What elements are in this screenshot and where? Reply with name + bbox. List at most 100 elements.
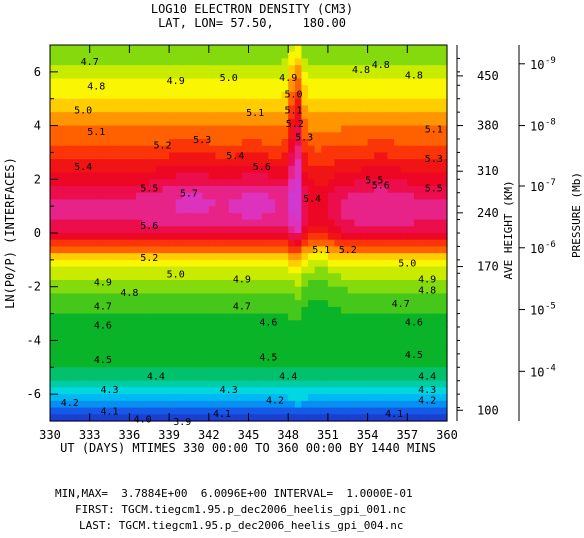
contour-cell — [208, 407, 217, 415]
contour-cell — [347, 313, 355, 321]
contour-cell — [327, 78, 336, 86]
contour-cell — [102, 132, 111, 140]
contour-cell — [380, 280, 389, 288]
contour-cell — [136, 327, 144, 335]
contour-cell — [228, 206, 236, 214]
height-axis-label: AVE HEIGHT (KM) — [502, 180, 515, 279]
contour-cell — [420, 286, 428, 295]
contour-cell — [341, 192, 349, 201]
contour-cell — [155, 58, 164, 66]
contour-cell — [109, 51, 117, 60]
contour-cell — [281, 105, 289, 113]
contour-cell — [360, 98, 369, 107]
contour-cell — [175, 45, 183, 53]
contour-cell — [202, 327, 210, 335]
contour-cell — [215, 280, 223, 288]
contour-cell — [50, 206, 58, 214]
contour-cell — [288, 112, 296, 120]
contour-cell — [83, 172, 91, 180]
contour-cell — [354, 159, 362, 167]
contour-cell — [347, 152, 355, 160]
contour-cell — [347, 320, 355, 328]
contour-cell — [308, 367, 316, 375]
contour-cell — [427, 85, 435, 93]
contour-cell — [109, 367, 117, 375]
contour-cell — [188, 112, 197, 120]
contour-cell — [261, 78, 269, 86]
contour-cell — [142, 152, 150, 160]
contour-cell — [413, 98, 422, 107]
contour-cell — [433, 165, 441, 174]
contour-cell — [50, 165, 58, 174]
contour-cell — [288, 387, 296, 395]
contour-cell — [314, 78, 322, 86]
contour-cell — [374, 159, 382, 167]
contour-cell — [142, 320, 150, 328]
contour-cell — [188, 98, 197, 107]
contour-cell — [175, 387, 183, 395]
contour-cell — [169, 85, 177, 93]
contour-cell — [149, 414, 157, 422]
contour-cell — [76, 259, 84, 268]
contour-cell — [241, 374, 250, 382]
contour-cell — [268, 380, 276, 389]
contour-cell — [56, 199, 64, 207]
contour-cell — [413, 165, 422, 174]
contour-cell — [420, 394, 428, 402]
x-tick-label: 354 — [357, 428, 379, 442]
contour-cell — [261, 340, 269, 348]
contour-cell — [374, 280, 382, 288]
contour-cell — [360, 400, 369, 409]
contour-cell — [109, 78, 117, 86]
contour-cell — [235, 85, 243, 93]
contour-cell — [122, 118, 130, 127]
contour-cell — [83, 387, 91, 395]
contour-cell — [274, 199, 283, 207]
contour-cell — [162, 98, 170, 107]
contour-cell — [96, 58, 104, 66]
contour-cell — [394, 112, 402, 120]
contour-cell — [195, 233, 203, 241]
contour-cell — [327, 206, 336, 214]
contour-cell — [261, 58, 269, 66]
contour-cell — [122, 219, 130, 227]
contour-cell — [354, 172, 362, 180]
contour-cell — [248, 45, 256, 53]
contour-cell — [341, 320, 349, 328]
contour-cell — [261, 65, 269, 73]
contour-cell — [102, 139, 111, 147]
contour-cell — [354, 152, 362, 160]
contour-cell — [69, 333, 78, 342]
contour-cell — [129, 300, 137, 308]
contour-cell — [195, 306, 203, 315]
contour-cell — [387, 219, 395, 227]
contour-cell — [116, 320, 124, 328]
contour-cell — [308, 306, 316, 315]
contour-cell — [169, 132, 177, 140]
contour-cell — [89, 212, 97, 221]
contour-cell — [427, 313, 435, 321]
contour-label: 5.5 — [425, 183, 443, 194]
contour-cell — [301, 380, 309, 389]
contour-cell — [268, 253, 276, 261]
contour-cell — [380, 353, 389, 362]
contour-cell — [427, 71, 435, 80]
contour-cell — [169, 280, 177, 288]
contour-cell — [288, 192, 296, 201]
contour-cell — [387, 45, 395, 53]
contour-cell — [354, 387, 362, 395]
contour-cell — [56, 139, 64, 147]
contour-cell — [374, 246, 382, 254]
contour-cell — [327, 92, 336, 100]
contour-cell — [334, 125, 342, 133]
contour-cell — [347, 407, 355, 415]
contour-cell — [175, 206, 183, 214]
contour-cell — [407, 360, 415, 368]
contour-cell — [122, 259, 130, 268]
contour-cell — [360, 51, 369, 60]
contour-cell — [341, 327, 349, 335]
contour-cell — [387, 387, 395, 395]
contour-cell — [56, 333, 64, 342]
contour-cell — [50, 199, 58, 207]
contour-cell — [50, 259, 58, 268]
